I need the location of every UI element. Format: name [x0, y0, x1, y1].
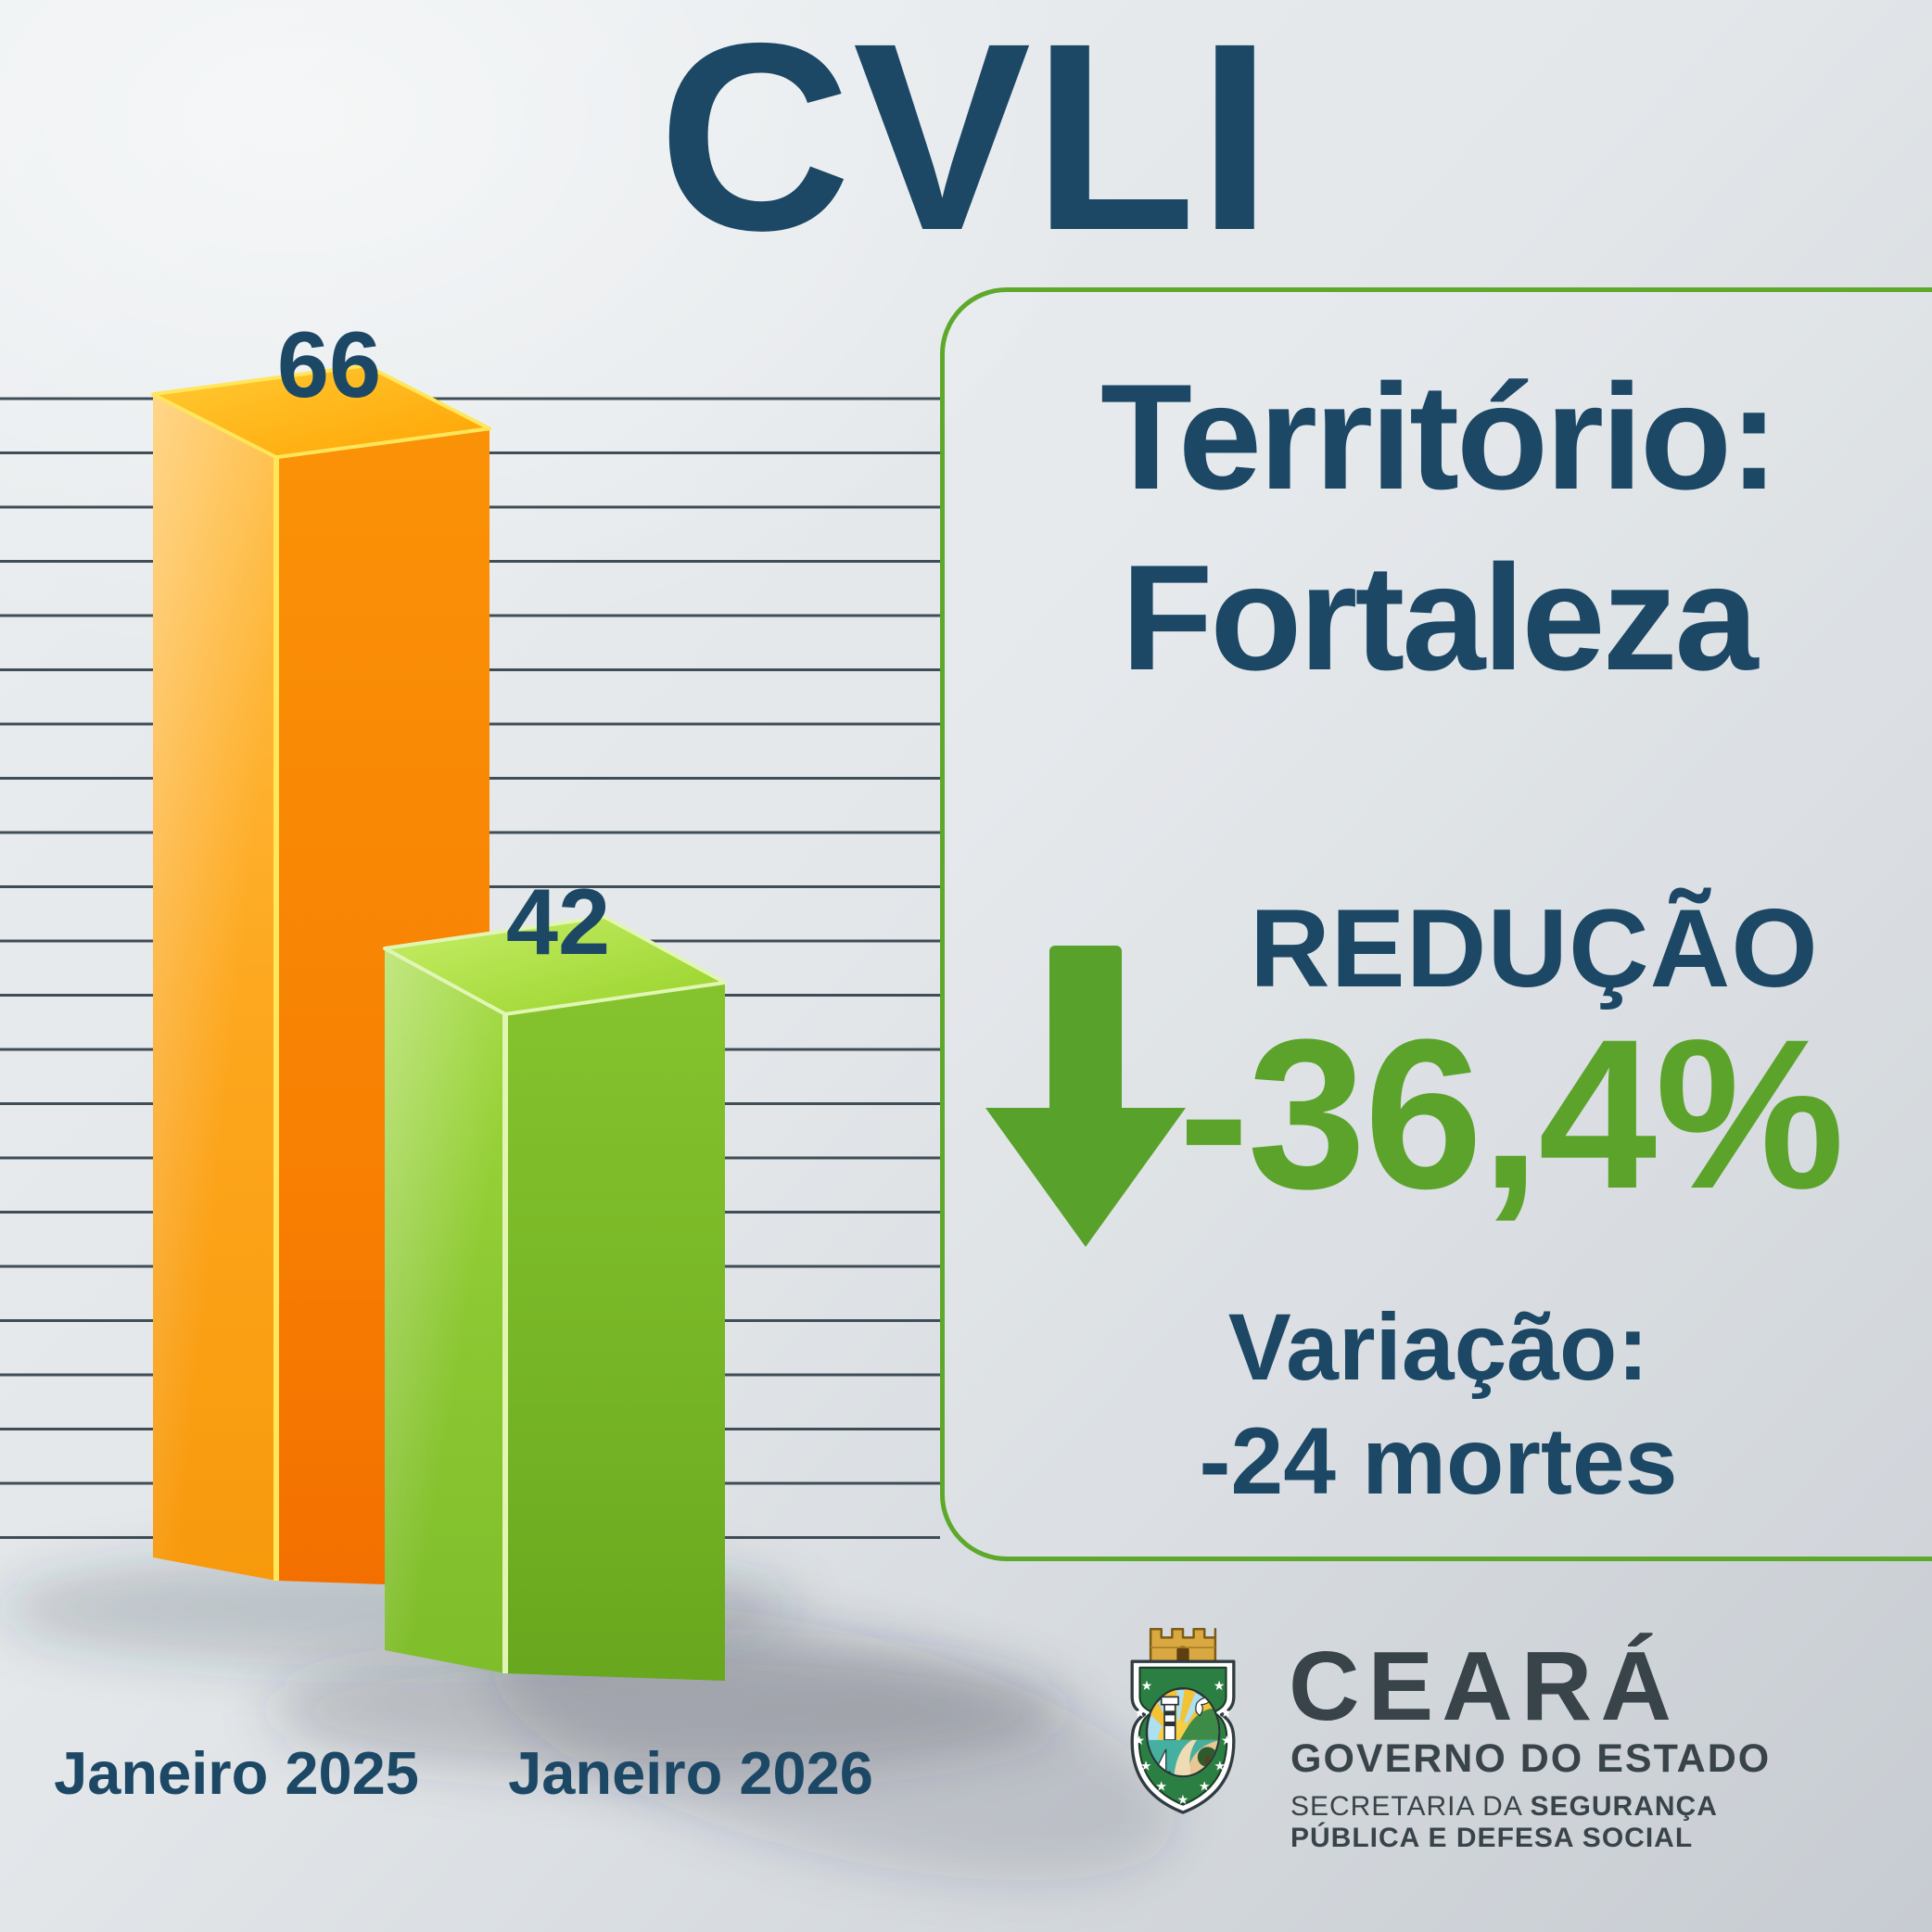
territory-heading: Território: Fortaleza — [945, 347, 1932, 708]
svg-text:★: ★ — [1220, 1706, 1232, 1721]
category-label: Janeiro 2025 — [54, 1739, 419, 1807]
bars — [151, 363, 727, 1681]
variation-label: Variação: — [1227, 1294, 1649, 1400]
territory-panel: Território: Fortaleza REDUÇÃO -36,4% Var… — [940, 287, 1932, 1561]
bar-janeiro-2025 — [151, 363, 491, 1588]
government-brand: ★ ★ ★ ★ ★ ★ ★ ★ ★ ★ ★ CEARÁ GOVERNO DO ESTADO S… — [1094, 1611, 1910, 1917]
secretary-line2: PÚBLICA E DEFESA SOCIAL — [1290, 1823, 1694, 1853]
bar-value-label: 66 — [277, 313, 381, 417]
territory-label: Território: — [1100, 353, 1779, 521]
shield: ★★★ ★★★ ★★★ ★★ — [1130, 1659, 1236, 1814]
svg-text:★: ★ — [1141, 1679, 1153, 1694]
variation-value: -24 mortes — [1199, 1408, 1678, 1514]
territory-panel-content: Território: Fortaleza REDUÇÃO -36,4% Var… — [945, 292, 1932, 1557]
svg-text:★: ★ — [1221, 1734, 1233, 1748]
svg-text:★: ★ — [1177, 1793, 1189, 1808]
category-label: Janeiro 2026 — [508, 1739, 873, 1807]
reduction-value: -36,4% — [1178, 995, 1845, 1233]
stars: ★★★ ★★★ ★★★ ★★ — [1133, 1679, 1232, 1808]
ceara-coat-of-arms: ★★★ ★★★ ★★★ ★★ — [1130, 1628, 1236, 1814]
page-title: CVLI — [657, 0, 1274, 286]
bar-janeiro-2025-top-face — [151, 363, 491, 460]
bar-value-labels: 66 42 — [277, 313, 610, 974]
svg-text:★: ★ — [1199, 1780, 1211, 1795]
bar-janeiro-2026 — [383, 914, 727, 1681]
category-labels: Janeiro 2025 Janeiro 2026 — [54, 1739, 873, 1807]
svg-text:★: ★ — [1133, 1734, 1145, 1748]
svg-text:★: ★ — [1134, 1706, 1146, 1721]
svg-text:★: ★ — [1155, 1780, 1167, 1795]
reduction-label: REDUÇÃO — [1250, 886, 1819, 1010]
svg-text:★: ★ — [1140, 1759, 1152, 1773]
secretary-line1: SECRETARIA DA SEGURANÇA — [1290, 1793, 1718, 1821]
bar-janeiro-2026-front-face — [505, 982, 725, 1681]
bar-value-label: 42 — [506, 871, 610, 974]
svg-text:★: ★ — [1214, 1679, 1226, 1694]
castle-icon — [1149, 1628, 1217, 1663]
svg-text:★: ★ — [1214, 1759, 1227, 1773]
secretary-bold: SEGURANÇA — [1530, 1791, 1718, 1822]
secretary-prefix: SECRETARIA DA — [1290, 1791, 1531, 1822]
bar-janeiro-2026-top-face — [383, 914, 727, 1016]
territory-value: Fortaleza — [1121, 534, 1758, 702]
arrow-down-icon — [985, 946, 1186, 1247]
state-name: CEARÁ — [1289, 1632, 1680, 1741]
government-label: GOVERNO DO ESTADO — [1290, 1736, 1772, 1781]
